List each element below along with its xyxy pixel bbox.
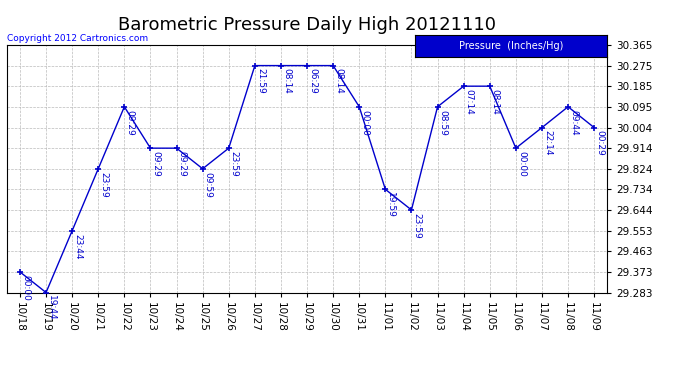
Text: 08:14: 08:14	[334, 68, 343, 94]
Text: 08:14: 08:14	[282, 68, 291, 94]
Text: Copyright 2012 Cartronics.com: Copyright 2012 Cartronics.com	[7, 33, 148, 42]
Text: 23:59: 23:59	[413, 213, 422, 238]
Text: 09:29: 09:29	[177, 151, 186, 177]
Text: 19:59: 19:59	[386, 192, 395, 218]
Text: 23:59: 23:59	[230, 151, 239, 177]
Text: 00:00: 00:00	[21, 275, 30, 301]
Text: 09:59: 09:59	[204, 171, 213, 197]
Text: 19:44: 19:44	[47, 295, 56, 321]
Text: 00:00: 00:00	[517, 151, 526, 177]
Text: 23:59: 23:59	[99, 171, 108, 197]
Text: 09:29: 09:29	[126, 110, 135, 135]
Text: 22:14: 22:14	[543, 130, 552, 156]
Text: 07:14: 07:14	[464, 89, 474, 115]
Text: 23:44: 23:44	[73, 234, 82, 259]
Title: Barometric Pressure Daily High 20121110: Barometric Pressure Daily High 20121110	[118, 15, 496, 33]
Text: 00:29: 00:29	[595, 130, 604, 156]
Text: 09:29: 09:29	[152, 151, 161, 177]
Text: 08:14: 08:14	[491, 89, 500, 115]
Text: 00:00: 00:00	[360, 110, 369, 135]
Text: 09:44: 09:44	[569, 110, 578, 135]
Text: 06:29: 06:29	[308, 68, 317, 94]
Text: 08:59: 08:59	[439, 110, 448, 135]
Text: 21:59: 21:59	[256, 68, 265, 94]
